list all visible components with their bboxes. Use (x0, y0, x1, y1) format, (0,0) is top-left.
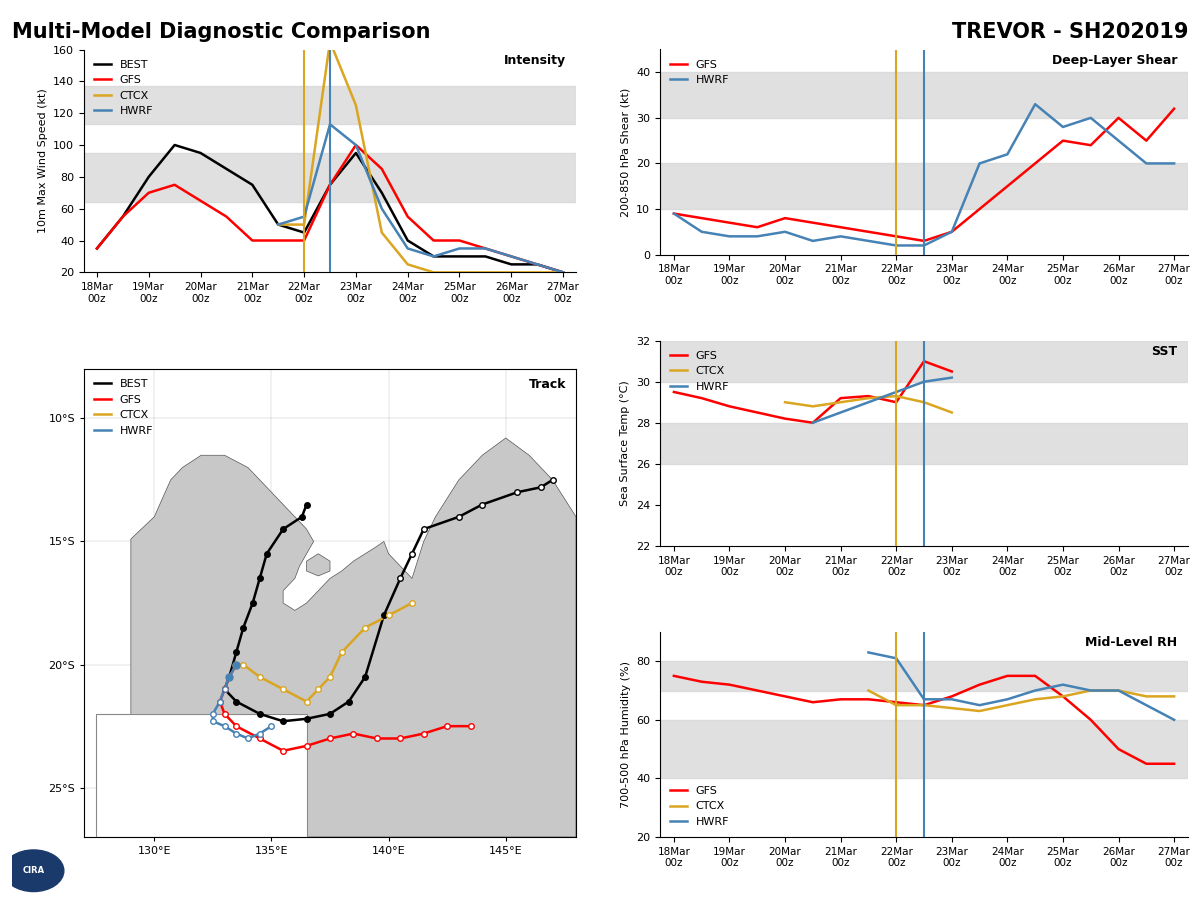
Circle shape (4, 850, 64, 892)
Bar (660, 662, 1188, 690)
Bar (660, 72, 1188, 118)
Text: Intensity: Intensity (504, 54, 566, 67)
Y-axis label: 10m Max Wind Speed (kt): 10m Max Wind Speed (kt) (37, 88, 48, 233)
Text: Multi-Model Diagnostic Comparison: Multi-Model Diagnostic Comparison (12, 22, 431, 42)
Bar (96, 714, 306, 837)
Bar (96, 714, 306, 837)
Polygon shape (131, 438, 576, 837)
Y-axis label: Sea Surface Temp (°C): Sea Surface Temp (°C) (620, 381, 630, 506)
Bar (660, 164, 1188, 209)
Legend: GFS, CTCX, HWRF: GFS, CTCX, HWRF (666, 346, 733, 396)
Text: SST: SST (1151, 345, 1177, 358)
Text: Deep-Layer Shear: Deep-Layer Shear (1052, 54, 1177, 67)
Legend: GFS, CTCX, HWRF: GFS, CTCX, HWRF (666, 781, 733, 832)
Polygon shape (306, 554, 330, 576)
Legend: BEST, GFS, CTCX, HWRF: BEST, GFS, CTCX, HWRF (90, 55, 157, 121)
Y-axis label: 700-500 hPa Humidity (%): 700-500 hPa Humidity (%) (620, 661, 630, 808)
Y-axis label: 200-850 hPa Shear (kt): 200-850 hPa Shear (kt) (620, 87, 630, 217)
Bar (84, 86, 576, 124)
Text: CIRA: CIRA (23, 866, 44, 875)
Text: Track: Track (529, 378, 566, 392)
Bar (660, 720, 1188, 778)
Text: Mid-Level RH: Mid-Level RH (1085, 636, 1177, 649)
Legend: BEST, GFS, CTCX, HWRF: BEST, GFS, CTCX, HWRF (90, 374, 157, 440)
Text: TREVOR - SH202019: TREVOR - SH202019 (952, 22, 1188, 42)
Bar (84, 153, 576, 202)
Bar (660, 423, 1188, 464)
Legend: GFS, HWRF: GFS, HWRF (666, 55, 733, 89)
Bar (660, 341, 1188, 382)
